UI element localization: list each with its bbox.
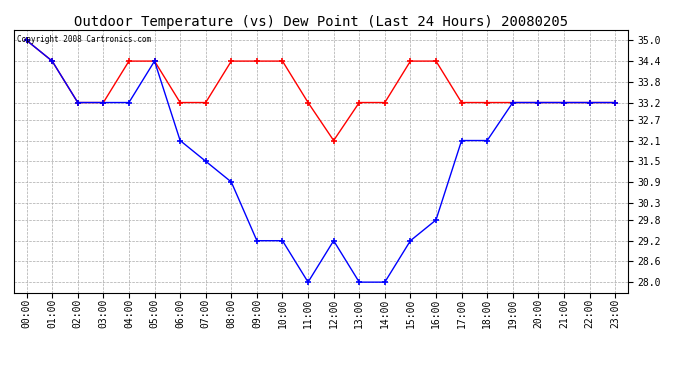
Text: Copyright 2008 Cartronics.com: Copyright 2008 Cartronics.com [17,35,151,44]
Title: Outdoor Temperature (vs) Dew Point (Last 24 Hours) 20080205: Outdoor Temperature (vs) Dew Point (Last… [74,15,568,29]
